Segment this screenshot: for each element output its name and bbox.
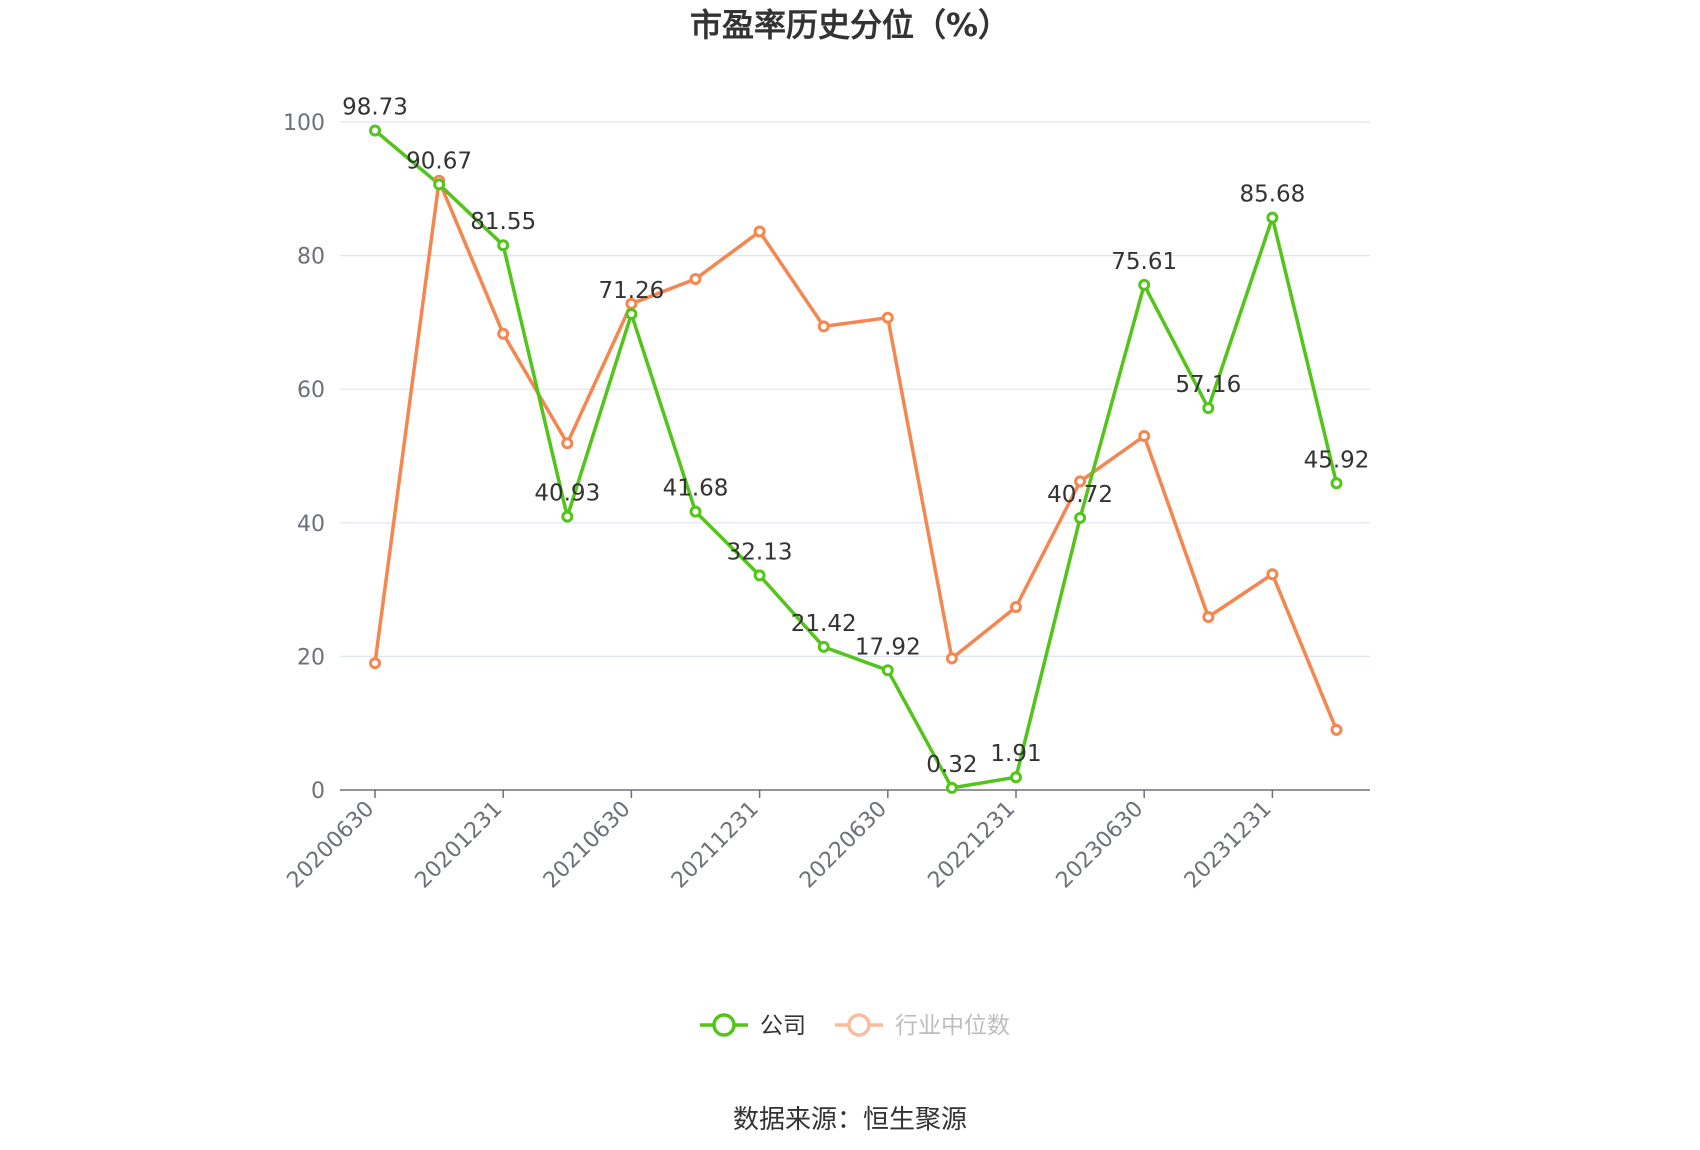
y-tick-label: 20 bbox=[297, 645, 325, 670]
data-point bbox=[1010, 600, 1022, 613]
x-tick-label: 20210630 bbox=[539, 797, 636, 894]
legend-item[interactable]: 公司 bbox=[700, 1013, 806, 1039]
data-label: 40.72 bbox=[1047, 482, 1113, 508]
data-label: 57.16 bbox=[1175, 372, 1241, 398]
y-tick-label: 0 bbox=[311, 779, 325, 804]
y-tick-label: 40 bbox=[297, 512, 325, 537]
data-point bbox=[689, 272, 702, 285]
data-point bbox=[369, 124, 381, 137]
data-label: 41.68 bbox=[663, 476, 729, 502]
data-point bbox=[1266, 211, 1279, 224]
data-point bbox=[497, 327, 510, 340]
data-point bbox=[1266, 568, 1279, 581]
data-point bbox=[561, 437, 574, 450]
data-point bbox=[1202, 610, 1215, 623]
data-label: 40.93 bbox=[534, 481, 600, 507]
data-label: 45.92 bbox=[1304, 447, 1370, 473]
data-point bbox=[817, 320, 830, 333]
data-point bbox=[817, 640, 830, 653]
legend-marker bbox=[712, 1013, 736, 1037]
data-label: 17.92 bbox=[855, 634, 921, 660]
data-point bbox=[945, 781, 958, 794]
data-point bbox=[1138, 278, 1151, 291]
data-label: 75.61 bbox=[1111, 249, 1177, 275]
data-point bbox=[1074, 475, 1087, 488]
data-point bbox=[561, 510, 574, 523]
grid-lines bbox=[340, 121, 1370, 658]
data-point bbox=[1010, 771, 1022, 784]
data-point bbox=[945, 652, 958, 665]
y-tick-label: 100 bbox=[283, 111, 325, 136]
y-tick-label: 80 bbox=[297, 245, 325, 270]
data-labels: 98.73 90.67 81.55 40.93 71.26 41.68 32.13 21.42… bbox=[342, 94, 1369, 777]
data-point bbox=[1138, 429, 1151, 442]
x-tick-label: 20221231 bbox=[923, 797, 1020, 894]
data-point bbox=[689, 505, 702, 518]
legend-marker bbox=[847, 1013, 871, 1037]
y-tick-label: 60 bbox=[297, 378, 325, 403]
data-label: 71.26 bbox=[598, 278, 664, 304]
data-label: 90.67 bbox=[406, 148, 472, 174]
series-line bbox=[373, 129, 1339, 790]
x-tick-label: 20201231 bbox=[411, 797, 508, 894]
series-line bbox=[373, 179, 1339, 731]
data-point bbox=[1330, 723, 1343, 736]
x-tick-label: 20220630 bbox=[795, 797, 892, 894]
data-point bbox=[881, 664, 894, 677]
chart-title: 市盈率历史分位（%） bbox=[690, 6, 1010, 44]
data-point bbox=[753, 569, 766, 582]
data-label: 0.32 bbox=[926, 752, 977, 778]
data-label: 81.55 bbox=[470, 209, 536, 235]
data-label: 32.13 bbox=[727, 539, 793, 565]
data-label: 85.68 bbox=[1239, 182, 1305, 208]
x-tick-label: 20231231 bbox=[1180, 797, 1277, 894]
x-tick-label: 20211231 bbox=[667, 797, 764, 894]
data-label: 1.91 bbox=[990, 741, 1041, 767]
legend[interactable]: 公司 行业中位数 bbox=[700, 1013, 1010, 1039]
data-label: 98.73 bbox=[342, 94, 408, 120]
data-point bbox=[1074, 511, 1087, 524]
x-tick-label: 20200630 bbox=[282, 797, 379, 894]
data-point bbox=[881, 311, 894, 324]
data-point bbox=[497, 239, 510, 252]
legend-item[interactable]: 行业中位数 bbox=[835, 1013, 1010, 1039]
x-axis: 20200630 20201231 20210630 20211231 20220630… bbox=[282, 789, 1370, 894]
data-point bbox=[1330, 477, 1343, 490]
data-point bbox=[753, 225, 766, 238]
data-source-note: 数据来源：恒生聚源 bbox=[733, 1105, 967, 1135]
data-point bbox=[433, 178, 446, 191]
x-tick-label: 20230630 bbox=[1052, 797, 1149, 894]
legend-label: 行业中位数 bbox=[895, 1013, 1010, 1039]
legend-label: 公司 bbox=[760, 1013, 806, 1039]
data-point bbox=[625, 307, 638, 320]
y-axis: 0 20 40 60 80 100 bbox=[283, 111, 325, 804]
series-points bbox=[369, 124, 1343, 794]
data-label: 21.42 bbox=[791, 611, 857, 637]
data-point bbox=[1202, 402, 1215, 415]
data-point bbox=[369, 657, 381, 670]
series-lines bbox=[373, 129, 1339, 790]
